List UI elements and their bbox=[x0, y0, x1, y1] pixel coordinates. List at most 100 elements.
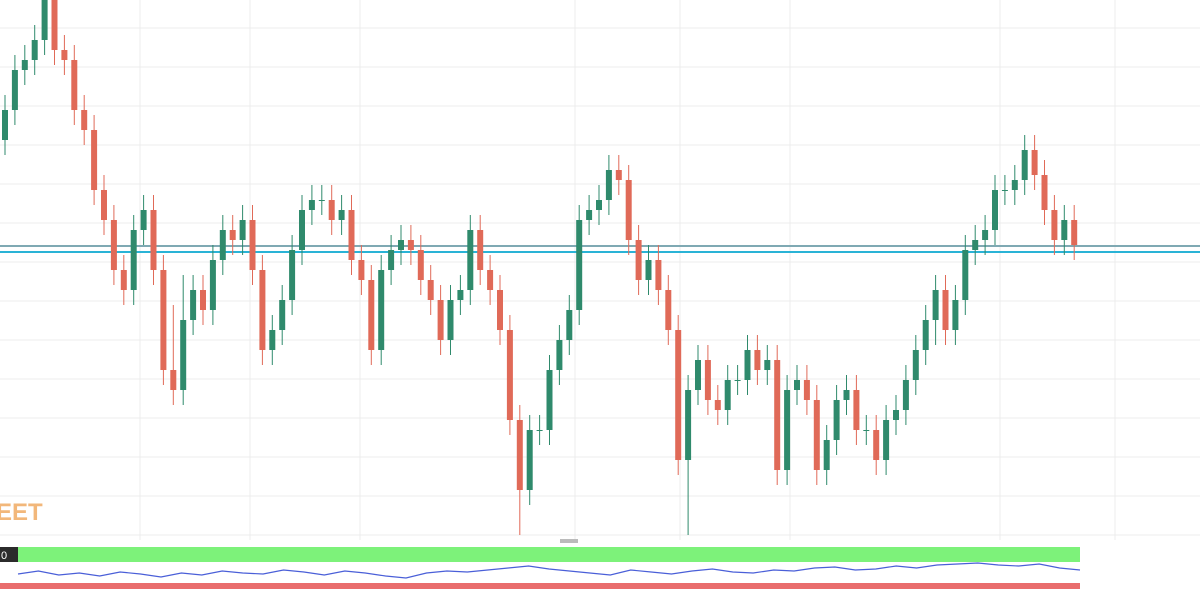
candle-body bbox=[11, 70, 18, 110]
candle-body bbox=[556, 340, 563, 370]
candle-body bbox=[863, 430, 870, 431]
candle-body bbox=[308, 200, 315, 210]
candle-body bbox=[487, 270, 494, 290]
oscillator bbox=[17, 562, 1081, 579]
candle-body bbox=[91, 130, 98, 190]
candle-body bbox=[279, 300, 286, 330]
candle-body bbox=[1031, 150, 1038, 175]
candle-body bbox=[833, 400, 840, 440]
candle-body bbox=[853, 390, 860, 430]
candle-body bbox=[734, 380, 741, 381]
candle-body bbox=[843, 390, 850, 400]
candle-body bbox=[160, 270, 167, 370]
candle-body bbox=[437, 300, 444, 340]
candle-body bbox=[942, 290, 949, 330]
candle-body bbox=[388, 250, 395, 270]
candle-body bbox=[576, 220, 583, 310]
candle-body bbox=[704, 360, 711, 400]
candle-body bbox=[140, 210, 147, 230]
grid bbox=[0, 0, 1200, 540]
candle-body bbox=[289, 250, 296, 300]
candle-body bbox=[51, 0, 58, 50]
candle-body bbox=[1061, 220, 1068, 240]
candle-body bbox=[31, 40, 38, 60]
candle-body bbox=[130, 230, 137, 290]
resize-handle[interactable] bbox=[560, 539, 578, 543]
candle-body bbox=[180, 320, 187, 390]
candle-body bbox=[219, 230, 226, 260]
candle-body bbox=[566, 310, 573, 340]
candle-body bbox=[21, 60, 28, 70]
candle-body bbox=[645, 260, 652, 280]
candle-body bbox=[982, 230, 989, 240]
candle-body bbox=[546, 370, 553, 430]
indicator-label: 0 bbox=[1, 550, 7, 562]
candle-body bbox=[269, 330, 276, 350]
candle-body bbox=[605, 170, 612, 200]
candle-body bbox=[635, 240, 642, 280]
candle-body bbox=[724, 380, 731, 410]
candle-body bbox=[952, 300, 959, 330]
candle-body bbox=[2, 110, 8, 140]
candle-body bbox=[873, 430, 880, 460]
candle-body bbox=[625, 180, 632, 240]
oscillator-line bbox=[17, 562, 1081, 579]
candle-body bbox=[655, 260, 662, 290]
lower-band bbox=[0, 583, 1080, 589]
candle-body bbox=[754, 350, 761, 370]
candle-body bbox=[803, 380, 810, 400]
candle-body bbox=[61, 50, 68, 60]
candle-body bbox=[932, 290, 939, 320]
candle-body bbox=[992, 190, 998, 230]
candle-body bbox=[358, 260, 365, 280]
upper-band bbox=[18, 547, 1080, 562]
candle-body bbox=[615, 170, 622, 180]
candle-body bbox=[348, 210, 355, 260]
candle-body bbox=[259, 270, 266, 350]
candle-body bbox=[417, 250, 424, 280]
candle-body bbox=[744, 350, 751, 380]
candle-body bbox=[239, 220, 246, 240]
candle-body bbox=[338, 210, 345, 220]
candle-body bbox=[318, 200, 325, 201]
candle-body bbox=[467, 230, 474, 290]
candle-body bbox=[1001, 190, 1008, 191]
candle-body bbox=[427, 280, 434, 300]
candle-body bbox=[190, 290, 197, 320]
candle-body bbox=[1011, 180, 1018, 190]
candle-body bbox=[1071, 220, 1078, 245]
candle-body bbox=[813, 400, 820, 470]
candle-body bbox=[685, 390, 692, 460]
candle-body bbox=[972, 240, 979, 250]
candle-body bbox=[675, 330, 682, 460]
candle-body bbox=[407, 240, 414, 250]
candle-body bbox=[526, 430, 533, 490]
candle-body bbox=[922, 320, 929, 350]
candle-body bbox=[110, 220, 117, 270]
candle-body bbox=[774, 360, 781, 470]
candle-body bbox=[457, 290, 464, 300]
indicator-tag bbox=[0, 547, 18, 562]
candle-body bbox=[1021, 150, 1028, 180]
candle-body bbox=[764, 360, 771, 370]
candle-body bbox=[516, 420, 523, 490]
candle-body bbox=[120, 270, 127, 290]
candle-body bbox=[378, 270, 385, 350]
candle-body bbox=[1041, 175, 1048, 210]
candle-body bbox=[328, 200, 335, 220]
candle-body bbox=[398, 240, 404, 250]
candle-body bbox=[150, 210, 157, 270]
candle-body bbox=[368, 280, 375, 350]
candle-body bbox=[200, 290, 206, 310]
candle-body bbox=[249, 220, 256, 270]
watermark: EET bbox=[0, 499, 43, 526]
candle-body bbox=[586, 210, 593, 220]
candle-body bbox=[209, 260, 216, 310]
candle-body bbox=[41, 0, 48, 40]
candle-body bbox=[902, 380, 909, 410]
candle-body bbox=[596, 200, 602, 210]
candle-body bbox=[447, 300, 454, 340]
candle-body bbox=[695, 360, 701, 390]
candle-body bbox=[229, 230, 236, 240]
